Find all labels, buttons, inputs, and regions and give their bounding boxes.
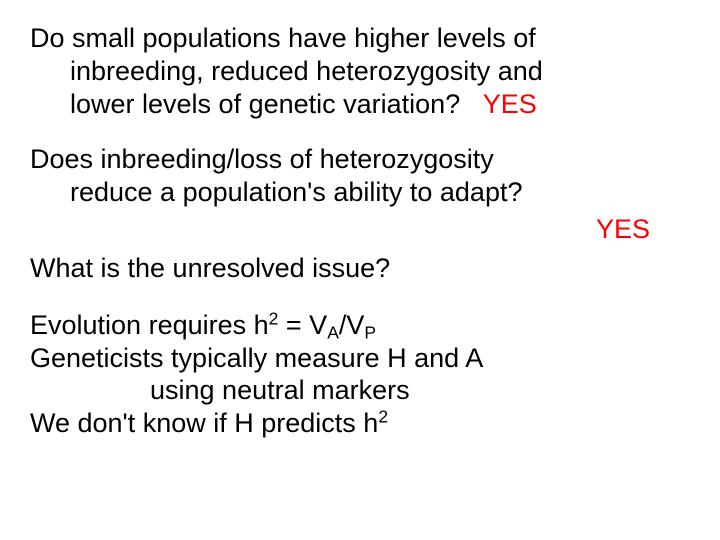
question-1: Do small populations have higher levels …: [30, 22, 690, 121]
q2-indent: reduce a population's ability to adapt?: [30, 176, 690, 209]
body-l1-sup: 2: [269, 308, 279, 328]
body-l3-a: We don't know if H predicts h: [30, 408, 378, 438]
body-l1-sub1: A: [327, 322, 339, 342]
body-l1-sub2: P: [364, 322, 376, 342]
body-l1-b: = V: [278, 310, 327, 340]
body-line1: Evolution requires h2 = VA/VP: [30, 309, 690, 342]
question-2: Does inbreeding/loss of heterozygosity r…: [30, 143, 690, 209]
q3-text: What is the unresolved issue?: [30, 253, 390, 283]
q1-answer: YES: [483, 89, 537, 119]
q1-indent: inbreeding, reduced heterozygosity and l…: [30, 55, 690, 121]
body-l2: Geneticists typically measure H and A: [30, 343, 483, 373]
q1-line2: inbreeding, reduced heterozygosity and: [70, 56, 543, 86]
q2-line2: reduce a population's ability to adapt?: [70, 177, 522, 207]
body-line3: We don't know if H predicts h2: [30, 407, 690, 440]
body-l3-sup: 2: [378, 407, 388, 427]
question-3: What is the unresolved issue?: [30, 252, 690, 285]
slide-body: Do small populations have higher levels …: [0, 0, 720, 540]
q1-line3: lower levels of genetic variation?: [70, 89, 460, 119]
body-l1-a: Evolution requires h: [30, 310, 269, 340]
body-block: Evolution requires h2 = VA/VP Geneticist…: [30, 309, 690, 441]
q1-line1: Do small populations have higher levels …: [30, 23, 536, 53]
q2-answer: YES: [596, 214, 650, 244]
body-l2b: using neutral markers: [30, 374, 690, 407]
body-line2: Geneticists typically measure H and A us…: [30, 342, 690, 408]
q2-line1: Does inbreeding/loss of heterozygosity: [30, 144, 494, 174]
body-l1-c: /V: [339, 310, 365, 340]
q2-answer-row: YES: [30, 213, 690, 246]
q1-spacer: [460, 89, 483, 119]
